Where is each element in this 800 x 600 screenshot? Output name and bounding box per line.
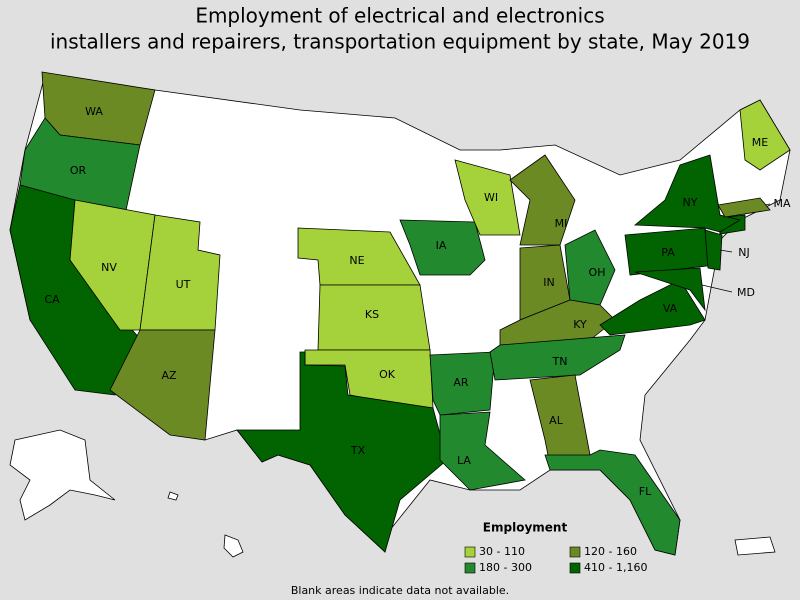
state-label: FL (639, 485, 652, 498)
state-label: IA (436, 239, 447, 252)
state (599, 279, 706, 336)
state-label: AL (549, 414, 564, 427)
state (429, 351, 496, 416)
state-label: NV (101, 261, 117, 274)
state-label: VA (663, 302, 678, 315)
state (489, 334, 626, 381)
leader-line (719, 249, 733, 253)
hawaii-islands (167, 491, 179, 501)
state (633, 154, 742, 233)
state-label: LA (457, 454, 471, 467)
title-line: installers and repairers, transportation… (50, 30, 750, 54)
leader-line (764, 203, 771, 206)
state-label: MI (555, 217, 568, 230)
legend-label: 30 - 110 (479, 545, 525, 558)
legend-swatch (464, 546, 476, 558)
state-label: AR (453, 376, 469, 389)
legend-swatch (464, 562, 476, 574)
legend: 30 - 110 120 - 160 180 - 300 410 - 1,160 (464, 545, 647, 574)
state (634, 267, 706, 312)
states: WA OR CA NV UT AZ NE KS OK TX IA AR LA WI MI IN OH KY TN AL… (9, 71, 791, 556)
legend-label: 120 - 160 (584, 545, 637, 558)
state-label: PA (661, 246, 675, 259)
state (454, 159, 521, 236)
legend-label: 410 - 1,160 (584, 561, 647, 574)
state-label: AZ (161, 369, 177, 382)
state-label: CA (44, 293, 60, 306)
state (439, 411, 526, 491)
state-label: IN (543, 276, 554, 289)
legend-swatch (569, 546, 581, 558)
hawaii (223, 534, 244, 558)
state-label: MD (737, 286, 755, 299)
state-label: NY (683, 196, 698, 209)
state-label: KY (573, 318, 587, 331)
leader-line (701, 284, 733, 293)
state (69, 199, 156, 331)
state-label: TN (552, 355, 568, 368)
state (109, 329, 216, 441)
state-label: OH (589, 266, 606, 279)
alaska (9, 429, 116, 521)
state-label: UT (176, 278, 191, 291)
state-label: NJ (738, 246, 749, 259)
state (704, 229, 723, 271)
title-line: Employment of electrical and electronics (195, 4, 604, 28)
state (564, 229, 616, 306)
state (236, 351, 448, 553)
state (544, 449, 681, 556)
state-label: WA (85, 105, 103, 118)
state-label: NE (349, 254, 364, 267)
state-label: ME (752, 136, 768, 149)
legend-swatch (569, 562, 581, 574)
state (739, 99, 791, 171)
state-label: TX (350, 444, 366, 457)
state-label: MA (773, 197, 790, 210)
state-label: OR (70, 164, 87, 177)
state (717, 197, 771, 218)
puerto-rico (734, 536, 776, 556)
legend-title: Employment (483, 521, 568, 535)
state-label: WI (484, 191, 498, 204)
footnote: Blank areas indicate data not available. (291, 584, 509, 597)
legend-label: 180 - 300 (479, 561, 532, 574)
state-label: OK (379, 368, 396, 381)
state-label: KS (365, 308, 379, 321)
